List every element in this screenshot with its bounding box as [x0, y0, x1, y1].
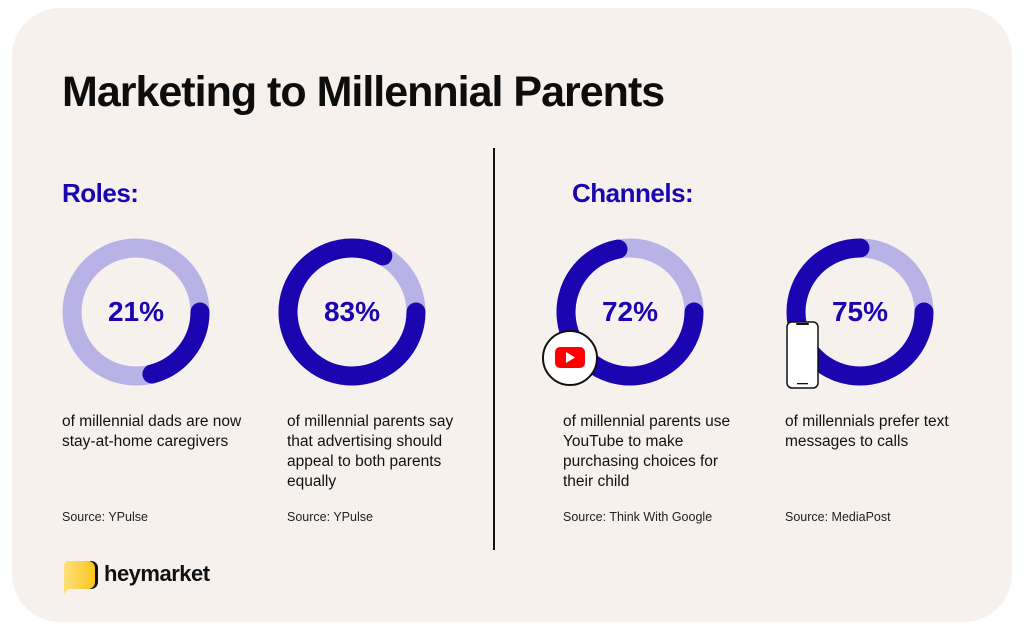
section-roles: Roles: — [62, 178, 139, 208]
donut-chart — [278, 238, 426, 386]
stat-source: Source: YPulse — [287, 510, 373, 524]
stat-description: of millennial dads are now stay-at-home … — [62, 413, 242, 450]
stat-source: Source: YPulse — [62, 510, 148, 524]
infographic-card — [12, 8, 1012, 622]
heymarket-logo-icon — [60, 560, 100, 601]
smartphone-icon — [786, 321, 819, 389]
stat-description: of millennials prefer text messages to c… — [785, 413, 949, 450]
stat-description: of millennial parents say that advertisi… — [287, 413, 454, 490]
stat-source: Source: MediaPost — [785, 510, 891, 524]
stat-percent: 75% — [831, 296, 889, 327]
donut-chart — [62, 238, 210, 386]
page-title: Marketing to Millennial Parents — [62, 68, 665, 116]
stat-percent: 21% — [107, 296, 165, 327]
youtube-icon — [542, 330, 598, 386]
donut-value-arc — [142, 302, 210, 384]
brand-name: heymarket — [104, 561, 210, 586]
stat-percent: 83% — [323, 296, 381, 327]
donut-chart — [786, 238, 934, 389]
divider — [493, 148, 495, 550]
stat-source: Source: Think With Google — [563, 510, 713, 524]
donut-chart — [542, 238, 704, 386]
stat-percent: 72% — [601, 296, 659, 327]
donut-value-arc — [278, 238, 426, 386]
section-channels: Channels: — [572, 178, 694, 208]
stat-description: of millennial parents use YouTube to mak… — [563, 413, 731, 490]
